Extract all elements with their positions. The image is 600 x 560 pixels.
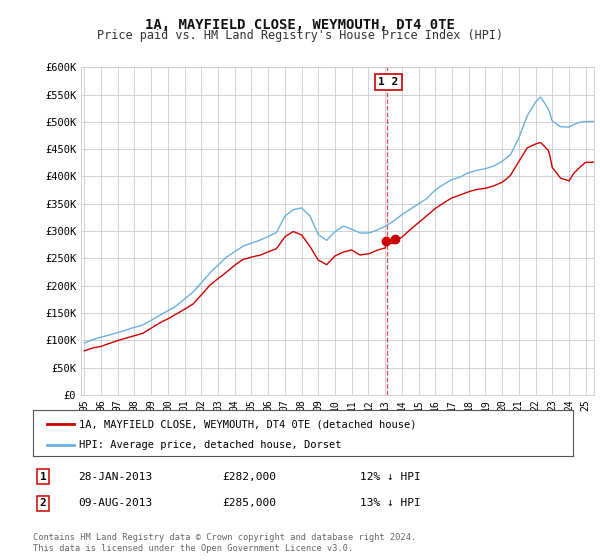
Text: HPI: Average price, detached house, Dorset: HPI: Average price, detached house, Dors… xyxy=(79,440,341,450)
Text: 28-JAN-2013: 28-JAN-2013 xyxy=(78,472,152,482)
Text: £285,000: £285,000 xyxy=(222,498,276,508)
Text: 2: 2 xyxy=(40,498,47,508)
Text: Price paid vs. HM Land Registry's House Price Index (HPI): Price paid vs. HM Land Registry's House … xyxy=(97,29,503,42)
Text: 1 2: 1 2 xyxy=(379,77,398,87)
Text: 1A, MAYFIELD CLOSE, WEYMOUTH, DT4 0TE: 1A, MAYFIELD CLOSE, WEYMOUTH, DT4 0TE xyxy=(145,18,455,32)
Text: 1: 1 xyxy=(40,472,47,482)
Text: 12% ↓ HPI: 12% ↓ HPI xyxy=(360,472,421,482)
Text: £282,000: £282,000 xyxy=(222,472,276,482)
Text: 13% ↓ HPI: 13% ↓ HPI xyxy=(360,498,421,508)
Text: 09-AUG-2013: 09-AUG-2013 xyxy=(78,498,152,508)
Text: Contains HM Land Registry data © Crown copyright and database right 2024.
This d: Contains HM Land Registry data © Crown c… xyxy=(33,533,416,553)
Text: 1A, MAYFIELD CLOSE, WEYMOUTH, DT4 0TE (detached house): 1A, MAYFIELD CLOSE, WEYMOUTH, DT4 0TE (d… xyxy=(79,419,416,430)
